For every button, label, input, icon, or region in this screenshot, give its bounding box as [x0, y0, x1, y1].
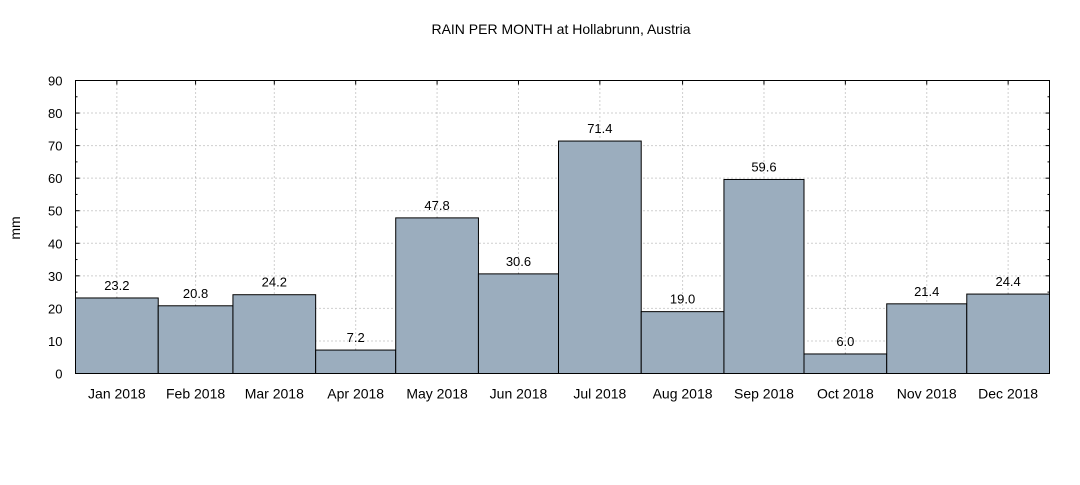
value-label: 30.6	[506, 254, 531, 269]
value-label: 19.0	[670, 292, 695, 307]
y-tick-label: 10	[48, 334, 62, 349]
bar-apr-2018	[315, 349, 397, 374]
value-label: 71.4	[587, 121, 612, 136]
x-tick-label: Jan 2018	[88, 386, 146, 402]
value-label: 23.2	[104, 278, 129, 293]
x-tick-label: Dec 2018	[978, 386, 1038, 402]
bar-aug-2018	[640, 311, 725, 374]
value-label: 24.2	[262, 275, 287, 290]
x-tick-label: Oct 2018	[817, 386, 874, 402]
x-tick-label: Mar 2018	[245, 386, 304, 402]
x-tick-label: Feb 2018	[166, 386, 225, 402]
value-label: 7.2	[347, 330, 365, 345]
y-tick-label: 80	[48, 106, 62, 121]
value-label: 47.8	[424, 198, 449, 213]
value-label: 6.0	[836, 334, 854, 349]
bar-dec-2018	[966, 293, 1051, 375]
value-label: 24.4	[995, 274, 1020, 289]
y-tick-label: 30	[48, 269, 62, 284]
x-tick-label: Jul 2018	[573, 386, 626, 402]
x-tick-label: Nov 2018	[897, 386, 957, 402]
bar-jun-2018	[477, 273, 559, 375]
x-tick-label: Jun 2018	[490, 386, 548, 402]
bar-jan-2018	[75, 297, 159, 374]
bar-oct-2018	[803, 353, 888, 375]
y-tick-label: 60	[48, 171, 62, 186]
value-label: 59.6	[751, 159, 776, 174]
x-tick-label: Sep 2018	[734, 386, 794, 402]
bar-mar-2018	[232, 294, 317, 374]
bar-sep-2018	[723, 178, 805, 374]
value-label: 21.4	[914, 284, 939, 299]
y-tick-label: 70	[48, 139, 62, 154]
y-tick-label: 20	[48, 301, 62, 316]
x-tick-label: Apr 2018	[327, 386, 384, 402]
y-tick-label: 90	[48, 74, 62, 89]
bar-nov-2018	[886, 303, 968, 375]
y-tick-label: 0	[55, 367, 62, 382]
bars-layer	[75, 140, 1051, 375]
bar-may-2018	[395, 217, 479, 374]
y-tick-label: 40	[48, 236, 62, 251]
y-tick-label: 50	[48, 204, 62, 219]
bar-jul-2018	[557, 140, 642, 374]
y-axis-label: mm	[7, 216, 23, 239]
chart-title: RAIN PER MONTH at Hollabrunn, Austria	[431, 21, 690, 37]
bar-feb-2018	[157, 305, 234, 375]
labels-layer: 0 10 20 30 40 50 60 70 80 90 23.2 Jan 2018 20.8 Feb 2…	[48, 74, 1038, 402]
x-tick-label: May 2018	[406, 386, 468, 402]
plot-frame	[75, 80, 1050, 374]
value-label: 20.8	[183, 286, 208, 301]
x-tick-label: Aug 2018	[653, 386, 713, 402]
